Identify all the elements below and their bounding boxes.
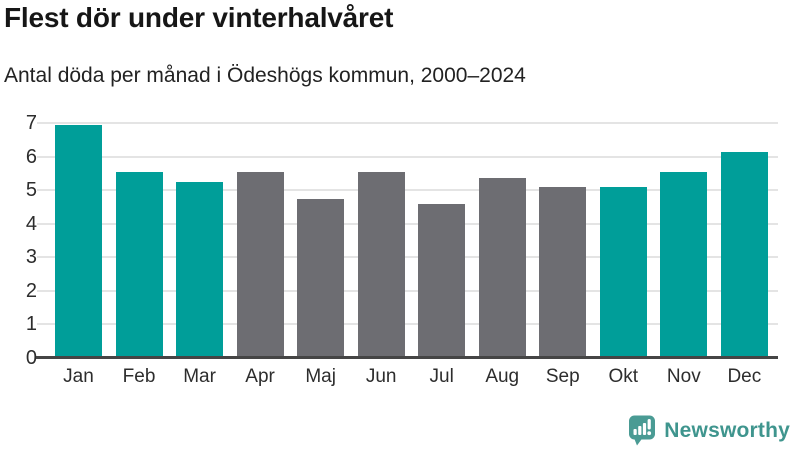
- y-tick-label: 2: [25, 279, 37, 302]
- y-tick-label: 3: [25, 246, 37, 269]
- x-tick-label: Jul: [429, 366, 454, 387]
- y-tick-label: 7: [25, 112, 37, 134]
- y-tick-mark: [37, 222, 45, 225]
- y-tick-mark: [37, 256, 45, 259]
- y-axis: 0 1 2 3 4 5 6 7: [0, 112, 37, 369]
- gridline: [45, 122, 778, 124]
- newsworthy-icon: [629, 415, 656, 446]
- bar-nov: [660, 171, 708, 358]
- bar-mar: [176, 181, 224, 358]
- y-tick-mark: [37, 189, 45, 192]
- bar-maj: [297, 198, 345, 358]
- bar-dec: [720, 151, 768, 358]
- x-tick-label: Jun: [365, 366, 397, 387]
- newsworthy-logo: Newsworthy: [628, 415, 790, 446]
- x-tick-label: Okt: [608, 366, 639, 387]
- gridline: [45, 289, 778, 292]
- y-tick-mark: [37, 155, 45, 158]
- chart-subtitle: Antal döda per månad i Ödeshögs kommun, …: [4, 64, 526, 87]
- newsworthy-wordmark: Newsworthy: [664, 418, 790, 442]
- gridline: [45, 256, 778, 259]
- y-tick-mark: [37, 323, 45, 326]
- y-tick-label: 1: [25, 313, 37, 336]
- y-tick-label: 0: [25, 347, 37, 369]
- x-axis-line: [36, 356, 778, 359]
- grid-layer: [37, 122, 778, 358]
- x-tick-label: Maj: [305, 366, 336, 387]
- x-tick-label: Dec: [727, 366, 762, 387]
- gridline: [45, 155, 778, 158]
- x-tick-label: Sep: [545, 366, 580, 387]
- y-tick-label: 5: [25, 179, 37, 202]
- bar-aug: [478, 178, 526, 358]
- bar-okt: [599, 186, 647, 358]
- x-tick-label: Jan: [63, 366, 94, 387]
- bar-sep: [539, 186, 587, 358]
- y-tick-mark: [37, 289, 45, 292]
- y-tick-mark: [37, 122, 45, 124]
- gridline: [45, 222, 778, 225]
- x-axis-labels: Jan Feb Mar Apr Maj Jun Jul Aug Sep Okt Nov Dec: [45, 366, 778, 388]
- bar-jul: [418, 203, 466, 358]
- gridline: [45, 189, 778, 192]
- gridline: [45, 323, 778, 326]
- y-tick-label: 6: [25, 145, 37, 168]
- plot-area: [36, 122, 778, 359]
- bar-jun: [357, 171, 405, 358]
- x-tick-label: Apr: [245, 366, 275, 387]
- bar-jan: [55, 124, 102, 358]
- y-tick-label: 4: [25, 212, 37, 235]
- x-tick-label: Nov: [666, 366, 701, 387]
- bar-feb: [115, 171, 163, 358]
- x-tick-label: Aug: [485, 366, 520, 387]
- x-tick-label: Feb: [122, 366, 156, 387]
- bar-apr: [236, 171, 284, 358]
- x-tick-label: Mar: [183, 366, 216, 387]
- bars-layer: [45, 123, 778, 358]
- chart-title: Flest dör under vinterhalvåret: [4, 2, 394, 33]
